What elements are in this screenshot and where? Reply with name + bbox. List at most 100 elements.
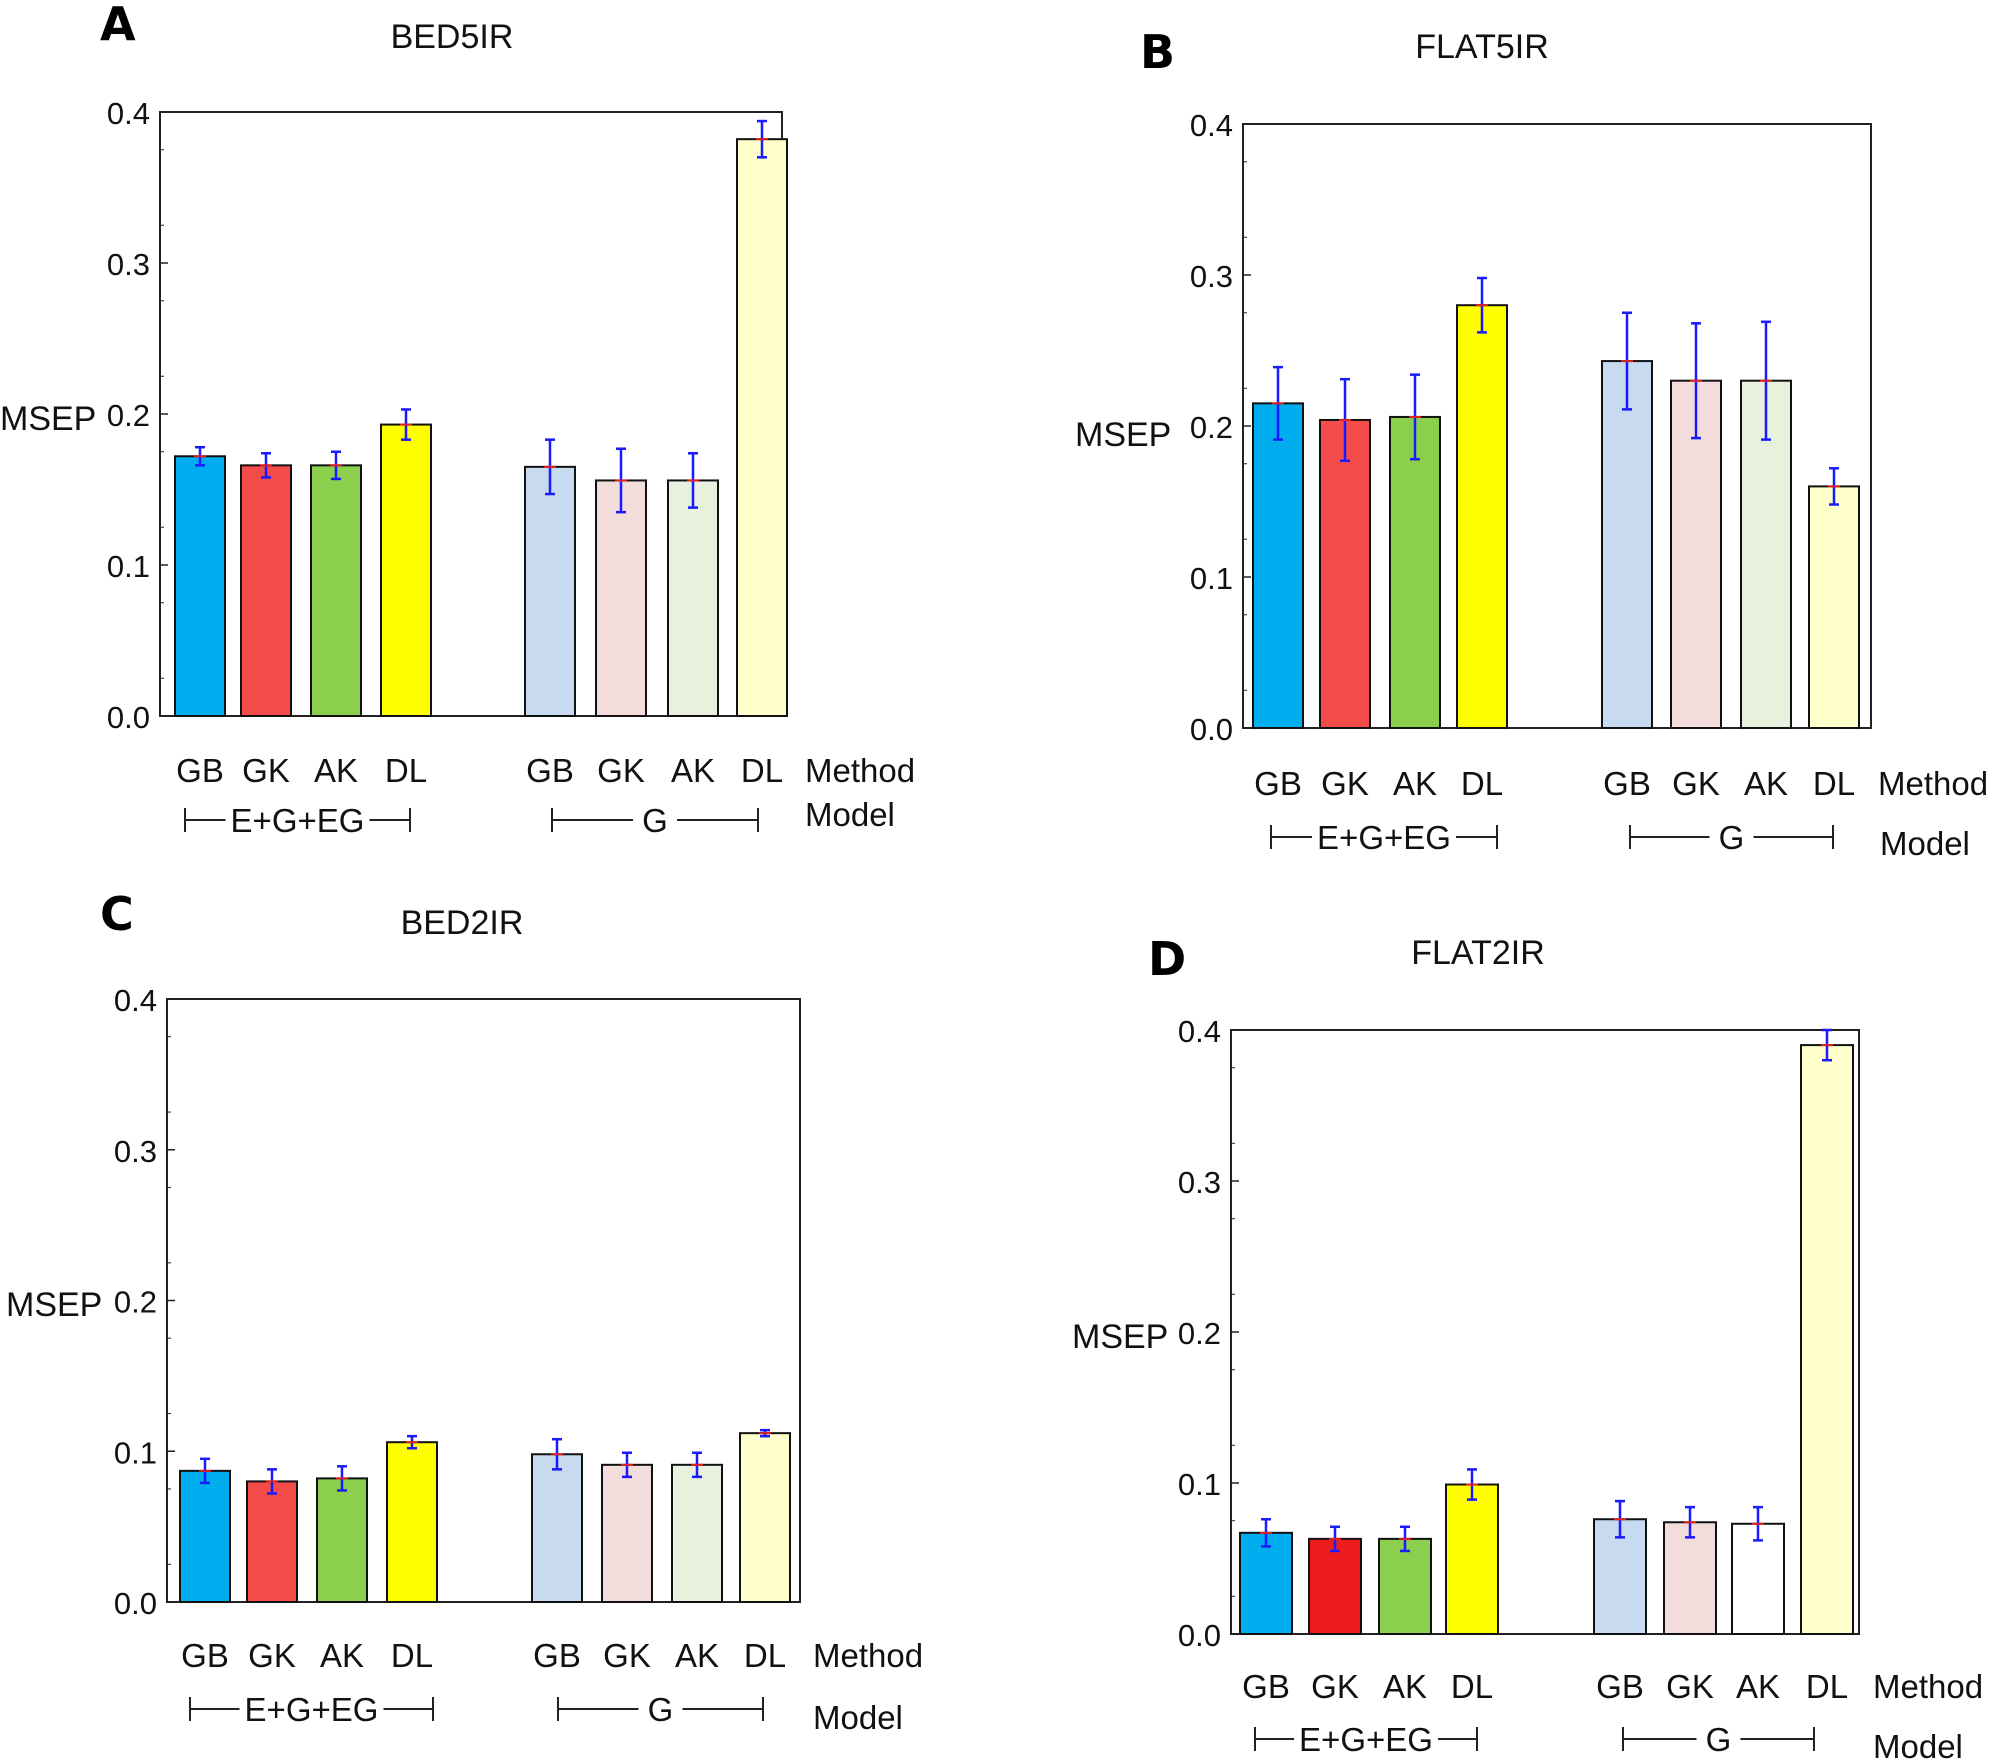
y-tick-label: 0.0 — [114, 1586, 157, 1621]
model-group-label: E+G+EG — [245, 1691, 379, 1728]
x-category-label: GK — [1672, 765, 1720, 802]
x-category-label: DL — [1451, 1668, 1493, 1705]
chart-title: BED2IR — [401, 904, 524, 942]
model-label: Model — [813, 1699, 903, 1736]
x-category-label: GK — [1321, 765, 1369, 802]
model-bracket-egeg: E+G+EG — [189, 1691, 434, 1728]
x-category-label: DL — [741, 752, 783, 789]
y-tick-label: 0.3 — [107, 247, 150, 282]
x-category-label: AK — [1744, 765, 1788, 802]
x-category-label: AK — [1736, 1668, 1780, 1705]
x-category-label: DL — [744, 1637, 786, 1674]
model-group-label: G — [1706, 1721, 1732, 1758]
bar-gb-egeg — [179, 1469, 231, 1604]
panel-a: A BED5IR 0.0 0.1 0.2 0.3 0.4 MSEP GB GK AK DL GB GK AK… — [0, 0, 915, 839]
y-tick-label: 0.2 — [1178, 1316, 1221, 1351]
y-tick-label: 0.0 — [107, 700, 150, 735]
x-category-label: AK — [1393, 765, 1437, 802]
y-tick-label: 0.2 — [107, 398, 150, 433]
x-category-label: GK — [597, 752, 645, 789]
y-tick-label: 0.4 — [1178, 1014, 1221, 1049]
bar-gk-egeg — [246, 1480, 298, 1604]
x-category-label: GK — [1666, 1668, 1714, 1705]
panel-d: D FLAT2IR 0.0 0.1 0.2 0.3 0.4 MSEP GB GK AK DL GB GK A… — [1072, 932, 1983, 1761]
bar-dl-g — [736, 138, 788, 717]
bar-gb-g — [524, 465, 576, 717]
x-category-label: GB — [1596, 1668, 1644, 1705]
method-label: Method — [1878, 765, 1988, 802]
x-category-label: DL — [385, 752, 427, 789]
x-category-label: DL — [1806, 1668, 1848, 1705]
model-bracket-g: G — [1622, 1721, 1815, 1758]
y-axis-label: MSEP — [6, 1286, 102, 1324]
bar-dl-g — [1800, 1044, 1854, 1635]
x-category-label: GK — [242, 752, 290, 789]
y-tick-label: 0.1 — [107, 549, 150, 584]
model-bracket-egeg: E+G+EG — [1254, 1721, 1478, 1758]
x-category-label: GB — [1603, 765, 1651, 802]
model-bracket-egeg: E+G+EG — [184, 802, 411, 839]
bar-gk-g — [1663, 1521, 1717, 1636]
panel-label: C — [100, 887, 134, 941]
y-tick-label: 0.2 — [114, 1285, 157, 1320]
model-group-label: E+G+EG — [1299, 1721, 1433, 1758]
x-category-label: GB — [1254, 765, 1302, 802]
chart-title: BED5IR — [391, 18, 514, 56]
method-label: Method — [1873, 1668, 1983, 1705]
x-category-label: DL — [1461, 765, 1503, 802]
model-label: Model — [1873, 1728, 1963, 1761]
y-axis-label: MSEP — [0, 400, 96, 438]
model-group-label: E+G+EG — [231, 802, 365, 839]
x-category-label: GB — [1242, 1668, 1290, 1705]
x-category-label: AK — [675, 1637, 719, 1674]
bar-ak-egeg — [316, 1477, 368, 1604]
y-tick-label: 0.1 — [1190, 561, 1233, 596]
bar-gb-g — [1593, 1518, 1647, 1635]
y-tick-label: 0.3 — [1178, 1165, 1221, 1200]
bar-dl-egeg — [1456, 304, 1508, 729]
y-tick-label: 0.3 — [1190, 259, 1233, 294]
model-label: Model — [1880, 825, 1970, 862]
y-tick-label: 0.1 — [1178, 1467, 1221, 1502]
model-group-label: G — [1719, 819, 1745, 856]
x-category-label: AK — [1383, 1668, 1427, 1705]
bar-ak-g — [671, 1463, 723, 1603]
bar-gb-egeg — [1239, 1531, 1293, 1635]
model-bracket-g: G — [551, 802, 759, 839]
y-axis-label: MSEP — [1075, 416, 1171, 454]
bar-dl-g — [739, 1432, 791, 1604]
model-bracket-g: G — [557, 1691, 764, 1728]
model-group-label: E+G+EG — [1317, 819, 1451, 856]
y-tick-label: 0.1 — [114, 1435, 157, 1470]
y-tick-label: 0.4 — [114, 983, 157, 1018]
bar-ak-egeg — [1389, 415, 1441, 729]
model-group-label: G — [642, 802, 668, 839]
x-category-label: AK — [320, 1637, 364, 1674]
y-tick-label: 0.0 — [1190, 712, 1233, 747]
bar-gk-egeg — [1319, 418, 1371, 729]
bar-ak-egeg — [310, 464, 362, 717]
bar-gk-g — [595, 479, 647, 717]
y-tick-label: 0.2 — [1190, 410, 1233, 445]
bar-ak-egeg — [1378, 1537, 1432, 1635]
y-axis-label: MSEP — [1072, 1318, 1168, 1356]
bar-gk-g — [601, 1463, 653, 1603]
bar-dl-g — [1808, 485, 1860, 729]
bar-gb-egeg — [174, 455, 226, 717]
x-category-label: GK — [603, 1637, 651, 1674]
x-category-label: GK — [248, 1637, 296, 1674]
panel-label: A — [100, 0, 136, 51]
model-bracket-egeg: E+G+EG — [1270, 819, 1498, 856]
panel-label: D — [1148, 932, 1186, 986]
x-category-label: AK — [671, 752, 715, 789]
y-tick-label: 0.4 — [107, 96, 150, 131]
x-category-label: DL — [1813, 765, 1855, 802]
x-category-label: GB — [176, 752, 224, 789]
method-label: Method — [805, 752, 915, 789]
x-category-label: GB — [526, 752, 574, 789]
bar-gk-egeg — [240, 464, 292, 717]
bar-gb-g — [1601, 360, 1653, 729]
y-tick-label: 0.3 — [114, 1134, 157, 1169]
bar-gk-egeg — [1308, 1537, 1362, 1635]
